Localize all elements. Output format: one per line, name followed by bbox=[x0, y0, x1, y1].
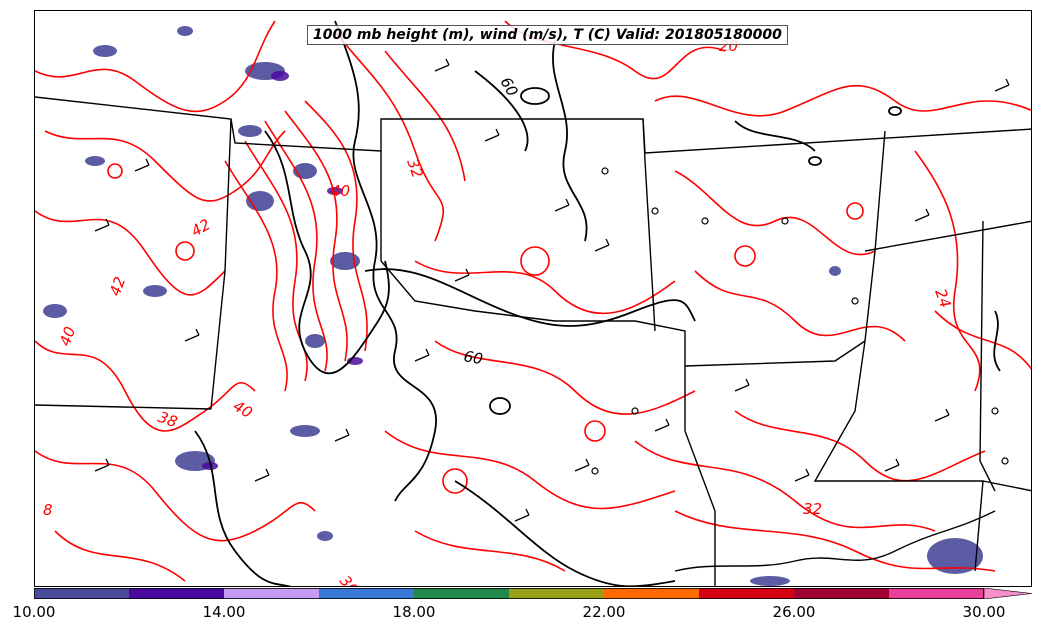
temp-label: 40 bbox=[230, 397, 256, 422]
height-contours bbox=[194, 20, 1001, 586]
state-borders bbox=[35, 96, 1031, 586]
temp-label: 36 bbox=[336, 572, 362, 587]
precip-intense bbox=[202, 71, 363, 470]
temp-label: 32 bbox=[403, 156, 426, 180]
temp-label: 42 bbox=[106, 274, 129, 298]
colorbar-segment bbox=[604, 588, 700, 599]
colorbar-tick-labels: 10.00 14.00 18.00 22.00 26.00 30.00 bbox=[0, 603, 1041, 627]
colorbar-tick-label: 30.00 bbox=[962, 603, 1006, 621]
temp-label: 32 bbox=[803, 500, 822, 518]
temp-label: 8 bbox=[43, 501, 53, 519]
map-canvas: 60 60 20 32 40 42 42 40 38 40 24 32 36 8 bbox=[35, 20, 1031, 587]
map-panel: 60 60 20 32 40 42 42 40 38 40 24 32 36 8… bbox=[34, 10, 1032, 587]
colorbar-tick-label: 18.00 bbox=[392, 603, 436, 621]
colorbar-segment bbox=[794, 588, 890, 599]
colorbar-tick-label: 26.00 bbox=[772, 603, 816, 621]
temp-label: 40 bbox=[56, 324, 79, 348]
temperature-contours bbox=[35, 20, 1031, 582]
temp-label: 42 bbox=[188, 215, 214, 240]
map-title: 1000 mb height (m), wind (m/s), T (C) Va… bbox=[307, 25, 788, 45]
contour-label-group: 60 60 20 32 40 42 42 40 38 40 24 32 36 8 bbox=[43, 37, 955, 587]
height-label: 60 bbox=[462, 347, 484, 368]
colorbar-extend-arrow bbox=[983, 588, 1032, 599]
wind-barbs bbox=[94, 58, 1010, 522]
colorbar-tick-label: 22.00 bbox=[582, 603, 626, 621]
height-label: 60 bbox=[497, 74, 522, 100]
temp-label: 40 bbox=[331, 182, 350, 200]
colorbar-segment bbox=[224, 588, 320, 599]
colorbar bbox=[34, 588, 1032, 599]
colorbar-segment bbox=[509, 588, 605, 599]
colorbar-segment bbox=[699, 588, 795, 599]
colorbar-segment bbox=[129, 588, 225, 599]
colorbar-segment bbox=[34, 588, 130, 599]
temp-label: 24 bbox=[931, 286, 954, 310]
colorbar-tick-label: 10.00 bbox=[12, 603, 56, 621]
station-markers bbox=[591, 167, 1009, 475]
temp-label: 38 bbox=[156, 408, 180, 431]
colorbar-tick-label: 14.00 bbox=[202, 603, 246, 621]
colorbar-segment bbox=[414, 588, 510, 599]
colorbar-segment bbox=[319, 588, 415, 599]
colorbar-segment bbox=[889, 588, 985, 599]
precip-shading bbox=[43, 26, 983, 586]
